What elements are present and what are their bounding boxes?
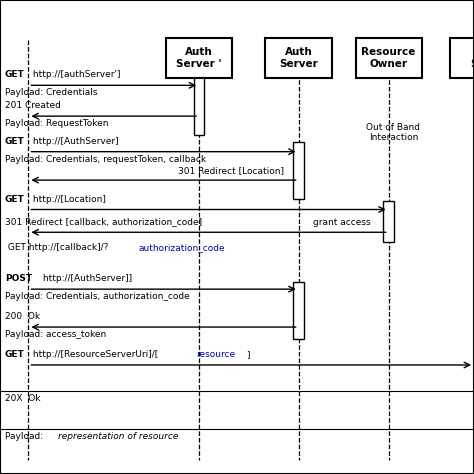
Text: Auth
Server ': Auth Server ' (176, 47, 222, 69)
Bar (293, 142, 304, 199)
Text: Payload: RequestToken: Payload: RequestToken (5, 118, 108, 128)
Bar (166, 38, 232, 78)
Text: GET: GET (5, 350, 25, 359)
Bar (265, 38, 332, 78)
Text: POST: POST (5, 274, 32, 283)
Text: representation of resource: representation of resource (58, 432, 178, 441)
Text: http://[authServer']: http://[authServer'] (30, 70, 121, 79)
Text: Payload: access_token: Payload: access_token (5, 330, 106, 339)
Text: grant access: grant access (313, 218, 371, 227)
Bar (383, 201, 394, 242)
Text: GET: GET (5, 137, 25, 146)
Text: 301 Redirect [callback, authorization_code]: 301 Redirect [callback, authorization_co… (5, 218, 202, 227)
Bar (194, 73, 204, 135)
Text: Resource
Owner: Resource Owner (362, 47, 416, 69)
Text: Res
Serv: Res Serv (470, 47, 474, 69)
Text: 301 Redirect [Location]: 301 Redirect [Location] (178, 166, 284, 175)
Text: Payload:: Payload: (5, 432, 46, 441)
Bar (356, 38, 422, 78)
Text: Payload: Credentials, requestToken, callback: Payload: Credentials, requestToken, call… (5, 155, 206, 164)
Text: http://[ResourceServerUri]/[: http://[ResourceServerUri]/[ (30, 350, 158, 359)
Text: GET: GET (5, 195, 25, 204)
Text: http://[AuthServer]: http://[AuthServer] (30, 137, 119, 146)
Text: http://[Location]: http://[Location] (30, 195, 106, 204)
Text: GET http://[callback]/?: GET http://[callback]/? (5, 243, 108, 252)
Text: http://[AuthServer]]: http://[AuthServer]] (40, 274, 132, 283)
Text: Out of Band
Interaction: Out of Band Interaction (366, 123, 420, 142)
Text: 200  Ok: 200 Ok (5, 312, 40, 321)
Text: Payload: Credentials, authorization_code: Payload: Credentials, authorization_code (5, 292, 190, 301)
Text: Auth
Server: Auth Server (279, 47, 318, 69)
Bar (450, 38, 474, 78)
Text: resource: resource (196, 350, 235, 359)
Text: Payload: Credentials: Payload: Credentials (5, 88, 97, 97)
Text: 20X  Ok: 20X Ok (5, 394, 40, 403)
Text: 201 Created: 201 Created (5, 101, 61, 110)
Text: ]: ] (246, 350, 250, 359)
Bar (293, 282, 304, 339)
Text: authorization_code: authorization_code (138, 243, 225, 252)
Text: GET: GET (5, 70, 25, 79)
